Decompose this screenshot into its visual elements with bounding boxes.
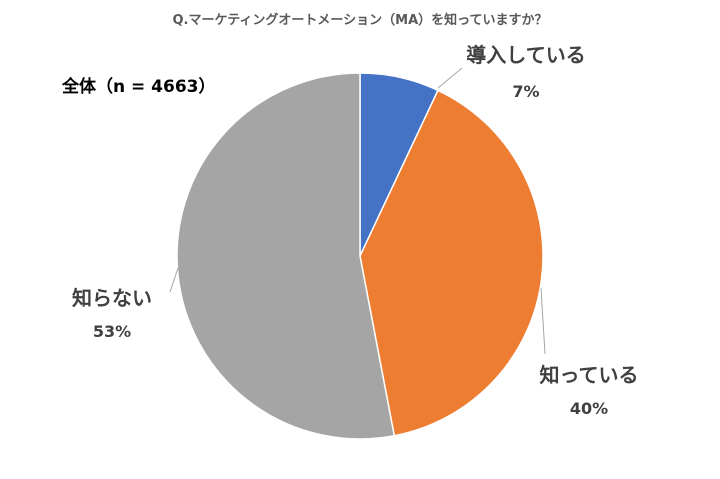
leader-line-installed xyxy=(437,67,463,89)
slice-value-installed: 7% xyxy=(512,82,539,101)
leader-line-aware xyxy=(540,287,546,355)
sample-size-label: 全体（n = 4663） xyxy=(62,77,216,97)
slice-value-aware: 40% xyxy=(570,399,608,418)
slice-value-unaware: 53% xyxy=(93,322,131,341)
slices-layer xyxy=(176,72,544,440)
slice-label-aware: 知っている xyxy=(540,363,639,387)
pie-slice-unaware xyxy=(176,72,396,440)
leader-line-unaware xyxy=(169,267,179,293)
pie-slice-aware xyxy=(359,89,544,437)
chart-title: Q.マーケティングオートメーション（MA）を知っていますか？ xyxy=(172,13,548,28)
slice-label-installed: 導入している xyxy=(466,43,585,67)
labels-layer: 導入している 7% 知っている 40% 知らない 53% xyxy=(72,43,639,418)
slice-label-unaware: 知らない xyxy=(72,286,152,310)
